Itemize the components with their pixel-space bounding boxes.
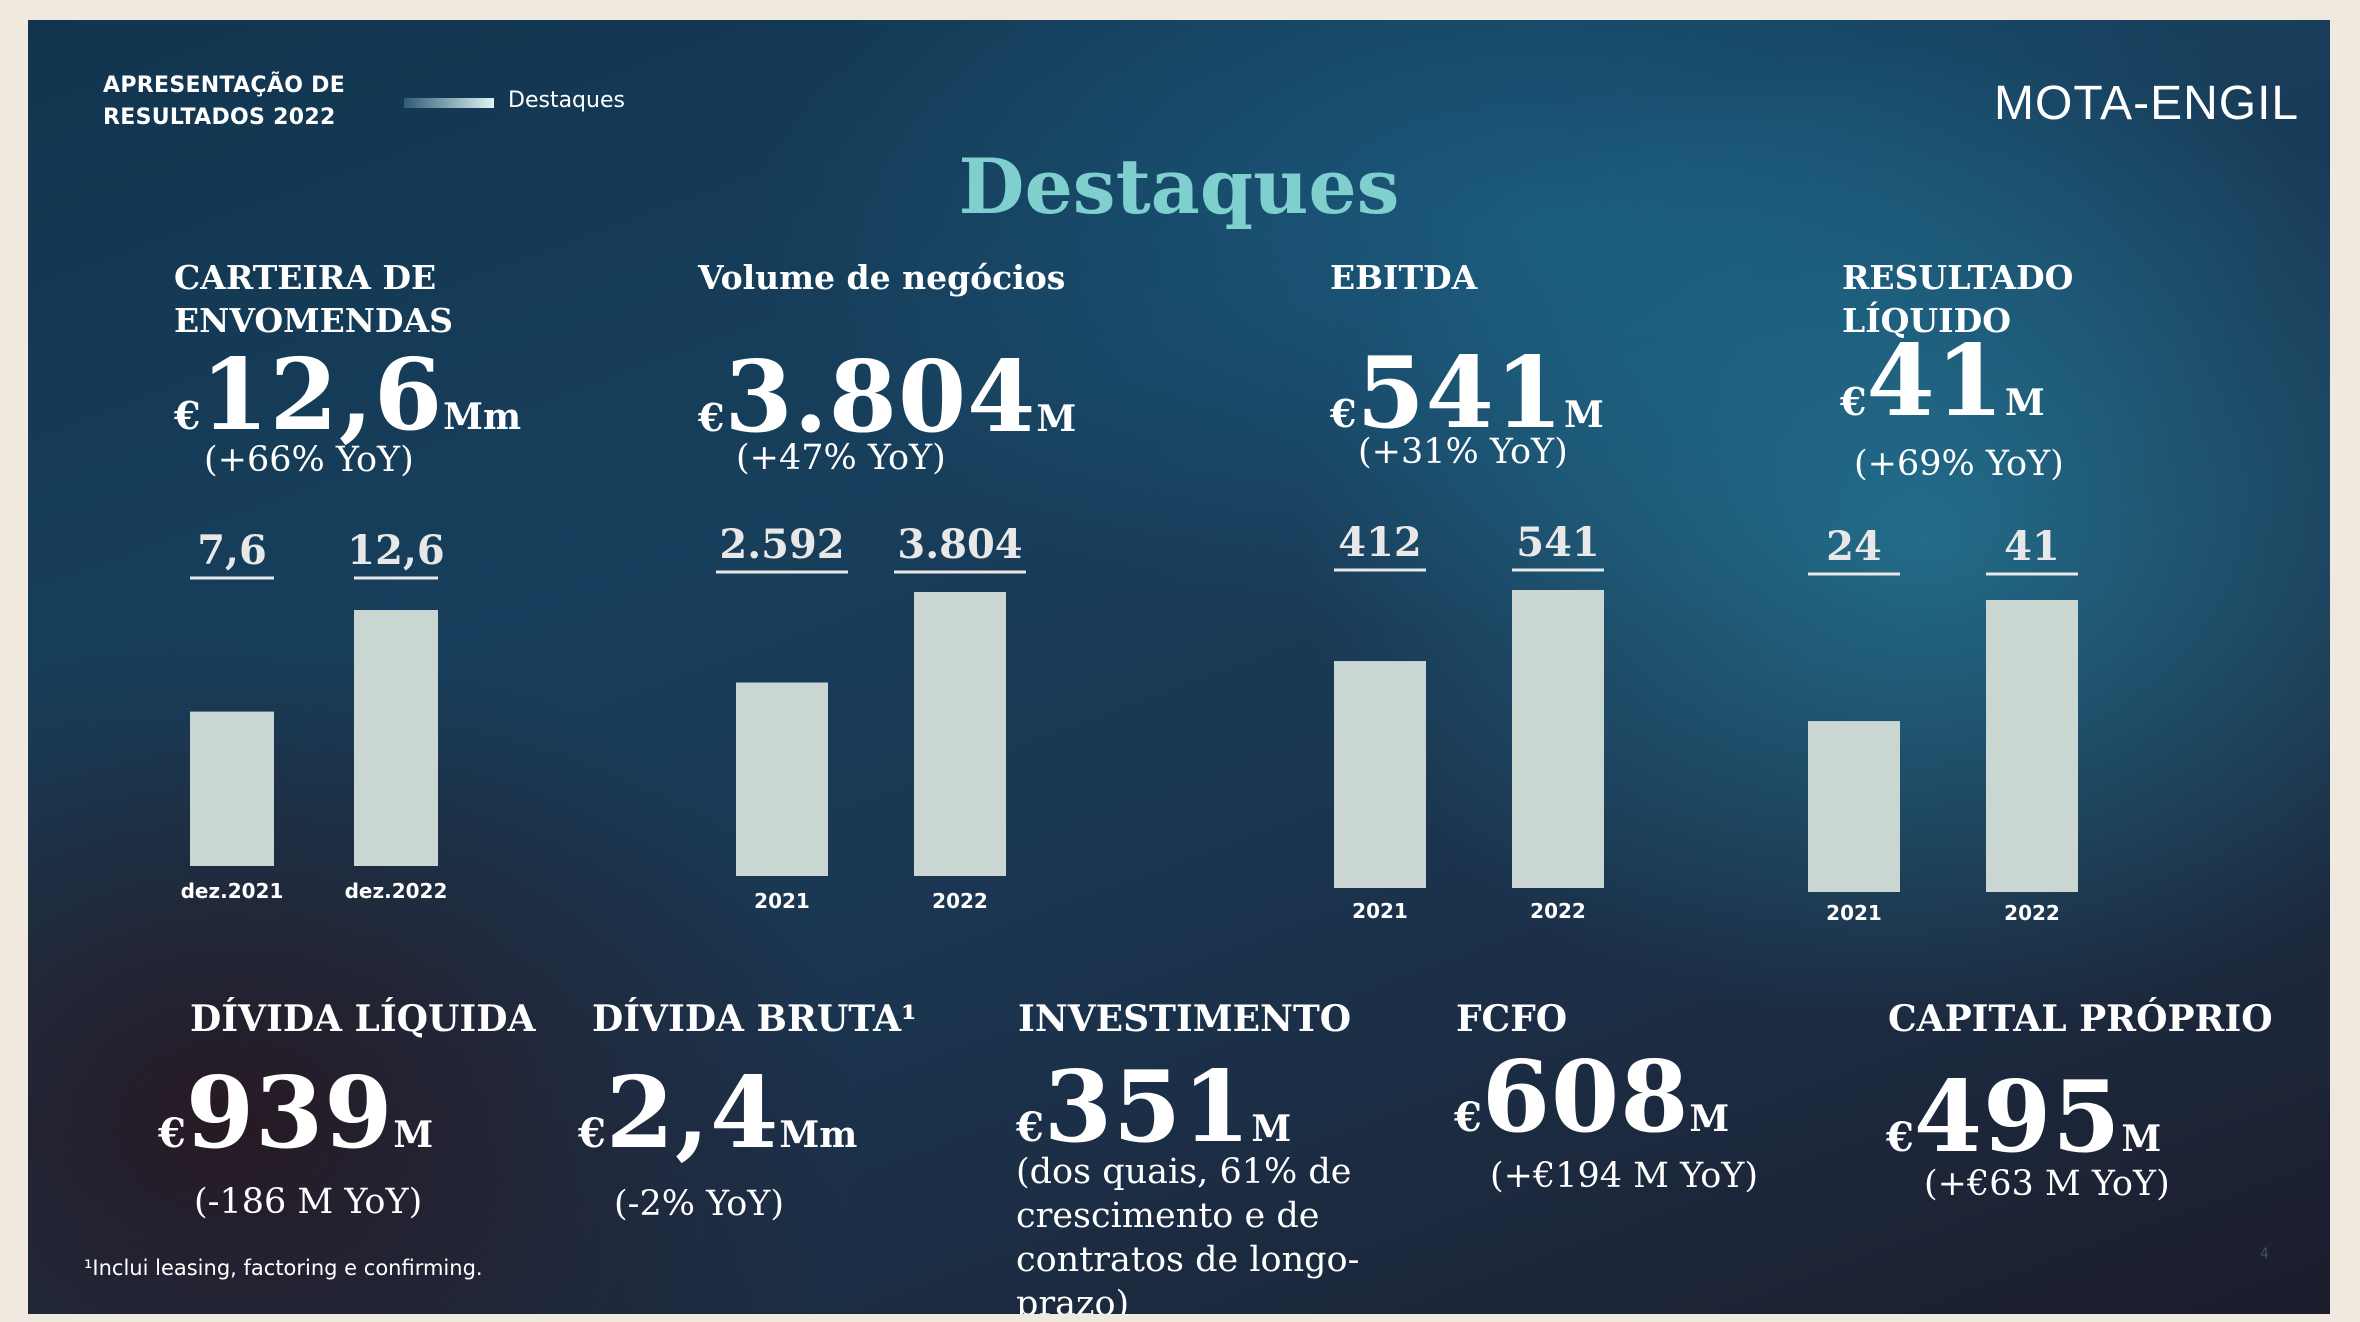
currency-symbol: € bbox=[578, 1110, 606, 1157]
bar-0-dez.2022 bbox=[354, 610, 438, 866]
metric-number: 3.804 bbox=[724, 340, 1037, 455]
metric-number: 351 bbox=[1043, 1050, 1252, 1165]
metric-change-turnover: (+47% YoY) bbox=[736, 438, 946, 478]
metric-change-net-income: (+69% YoY) bbox=[1854, 444, 2064, 484]
metric-title-order-book: CARTEIRA DE ENVOMENDAS bbox=[174, 256, 453, 342]
metric-change-ebitda: (+31% YoY) bbox=[1358, 432, 1568, 472]
metric-change-net-debt: (-186 M YoY) bbox=[194, 1182, 423, 1222]
bar-1-2021 bbox=[736, 682, 828, 876]
currency-symbol: € bbox=[1016, 1104, 1044, 1151]
metric-change-fcfo: (+€194 M YoY) bbox=[1490, 1156, 1759, 1196]
page-title: Destaques bbox=[958, 142, 1400, 231]
currency-symbol: € bbox=[1454, 1094, 1482, 1141]
data-label: 412 bbox=[1338, 519, 1422, 566]
metric-value-order-book: €12,6Mm bbox=[174, 338, 521, 453]
metric-number: 939 bbox=[185, 1056, 394, 1171]
metric-number: 41 bbox=[1866, 324, 2005, 439]
metric-number: 12,6 bbox=[200, 338, 444, 453]
bar-3-2022 bbox=[1986, 600, 2078, 892]
company-logo: MOTA-ENGIL bbox=[1994, 77, 2300, 130]
slide: APRESENTAÇÃO DE RESULTADOS 2022 Destaque… bbox=[28, 20, 2330, 1314]
data-label: 12,6 bbox=[347, 527, 444, 574]
metric-value-net-debt: €939M bbox=[158, 1056, 433, 1171]
category-label: 2021 bbox=[1352, 899, 1408, 923]
metric-title-line: Volume de negócios bbox=[698, 258, 1066, 297]
metric-number: 2,4 bbox=[605, 1056, 780, 1171]
metric-unit: M bbox=[1564, 394, 1604, 436]
metric-unit: Mm bbox=[443, 396, 522, 438]
bar-3-2021 bbox=[1808, 721, 1900, 892]
bar-2-2021 bbox=[1334, 661, 1426, 888]
metric-number: 541 bbox=[1356, 336, 1565, 451]
metric-title-line: RESULTADO bbox=[1842, 258, 2074, 297]
metric-value-turnover: €3.804M bbox=[698, 340, 1076, 455]
presentation-title-line1: APRESENTAÇÃO DE bbox=[103, 73, 346, 98]
data-label: 541 bbox=[1516, 519, 1600, 566]
bar-charts: 7,6 dez.2021 12,6 dez.2022 2.592 2021 3.804 202… bbox=[181, 519, 2078, 925]
currency-symbol: € bbox=[174, 393, 201, 438]
metric-title-net-debt: DÍVIDA LÍQUIDA bbox=[190, 998, 536, 1040]
metric-title-equity: CAPITAL PRÓPRIO bbox=[1888, 998, 2273, 1040]
metric-change-gross-debt: (-2% YoY) bbox=[614, 1184, 785, 1224]
category-label: 2022 bbox=[932, 889, 988, 913]
metric-unit: Mm bbox=[779, 1114, 858, 1156]
data-label: 2.592 bbox=[719, 521, 844, 568]
metric-unit: M bbox=[2121, 1118, 2162, 1160]
category-label: 2021 bbox=[754, 889, 810, 913]
metric-value-net-income: €41M bbox=[1840, 324, 2045, 439]
category-label: dez.2022 bbox=[345, 879, 448, 903]
data-label: 3.804 bbox=[897, 521, 1022, 568]
currency-symbol: € bbox=[158, 1110, 186, 1157]
metric-change-equity: (+€63 M YoY) bbox=[1924, 1164, 2170, 1204]
metric-title-line: EBITDA bbox=[1330, 258, 1478, 297]
page-number: 4 bbox=[2260, 1246, 2269, 1262]
metric-title-ebitda: EBITDA bbox=[1330, 256, 1477, 299]
presentation-title-line2: RESULTADOS 2022 bbox=[103, 105, 336, 130]
footnote: ¹Inclui leasing, factoring e confirming. bbox=[84, 1256, 483, 1280]
bar-2-2022 bbox=[1512, 590, 1604, 888]
metric-number: 608 bbox=[1481, 1040, 1690, 1155]
metric-title-net-income: RESULTADO LÍQUIDO bbox=[1842, 256, 2073, 342]
metric-value-equity: €495M bbox=[1886, 1060, 2161, 1175]
metric-title-line: ENVOMENDAS bbox=[174, 301, 453, 340]
metric-title-investment: INVESTIMENTO bbox=[1018, 998, 1352, 1040]
metric-title-gross-debt: DÍVIDA BRUTA¹ bbox=[592, 998, 917, 1040]
metric-unit: M bbox=[393, 1114, 434, 1156]
metric-title-line: CARTEIRA DE bbox=[174, 258, 437, 297]
metric-unit: M bbox=[2004, 382, 2045, 424]
currency-symbol: € bbox=[1840, 379, 1867, 424]
metric-number: 495 bbox=[1913, 1060, 2122, 1175]
metric-title-line: LÍQUIDO bbox=[1842, 301, 2011, 340]
metric-title-turnover: Volume de negócios bbox=[698, 256, 1065, 299]
data-label: 41 bbox=[2004, 523, 2060, 570]
category-label: dez.2021 bbox=[181, 879, 284, 903]
data-label: 7,6 bbox=[197, 527, 267, 574]
category-label: 2022 bbox=[2004, 901, 2060, 925]
metric-value-ebitda: €541M bbox=[1330, 336, 1604, 451]
presentation-title: APRESENTAÇÃO DE RESULTADOS 2022 bbox=[103, 70, 345, 134]
bar-0-dez.2021 bbox=[190, 711, 274, 866]
metric-unit: M bbox=[1036, 398, 1077, 440]
metric-value-investment: €351M bbox=[1016, 1050, 1291, 1165]
section-label: Destaques bbox=[508, 88, 625, 113]
category-label: 2022 bbox=[1530, 899, 1586, 923]
currency-symbol: € bbox=[1330, 391, 1357, 436]
metric-value-fcfo: €608M bbox=[1454, 1040, 1729, 1155]
currency-symbol: € bbox=[698, 395, 725, 440]
metric-change-order-book: (+66% YoY) bbox=[204, 440, 414, 480]
data-label: 24 bbox=[1826, 523, 1882, 570]
metric-unit: M bbox=[1251, 1108, 1292, 1150]
category-label: 2021 bbox=[1826, 901, 1882, 925]
section-indicator-bar bbox=[404, 98, 494, 108]
currency-symbol: € bbox=[1886, 1114, 1914, 1161]
metric-unit: M bbox=[1689, 1098, 1730, 1140]
metric-value-gross-debt: €2,4Mm bbox=[578, 1056, 857, 1171]
metric-title-fcfo: FCFO bbox=[1456, 998, 1568, 1040]
bar-1-2022 bbox=[914, 592, 1006, 876]
metric-change-investment: (dos quais, 61% de crescimento e de cont… bbox=[1016, 1152, 1360, 1314]
